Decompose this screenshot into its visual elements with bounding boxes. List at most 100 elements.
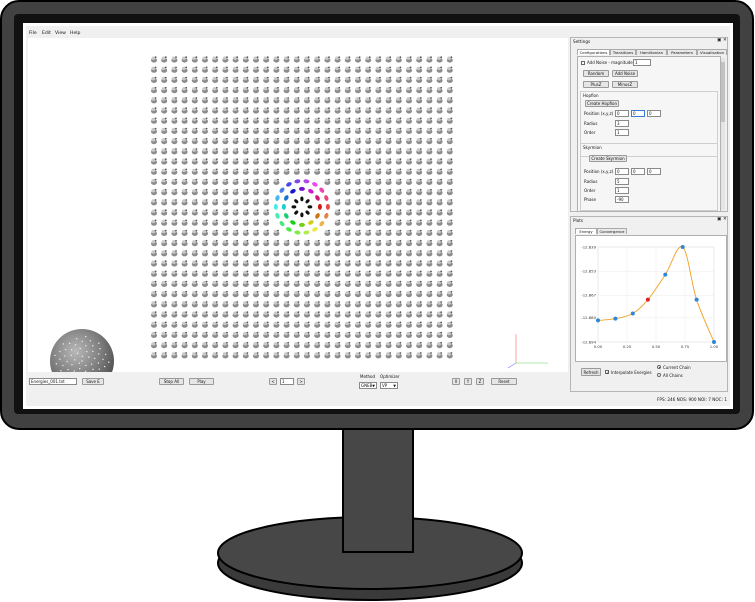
view-x-button[interactable]: X [452, 378, 460, 385]
spin-arrow [426, 66, 433, 73]
spin-arrow [395, 107, 402, 114]
spin-arrow [436, 168, 443, 175]
spin-arrow [314, 331, 321, 338]
create-skyrmion-button[interactable]: Create Skyrmion [589, 155, 627, 162]
interpolate-checkbox[interactable]: ✓ [605, 370, 610, 375]
menu-edit[interactable]: Edit [42, 31, 51, 36]
tab-convergence[interactable]: Convergence [597, 228, 627, 234]
spin-arrow [283, 137, 290, 145]
hopfion-order-input[interactable]: 1 [615, 129, 629, 136]
spin-arrow [232, 311, 239, 318]
random-button[interactable]: Random [583, 70, 609, 77]
skyrmion-phase-input[interactable]: -90 [615, 196, 629, 203]
skyrmion-pos-z-input[interactable]: 0 [647, 168, 661, 175]
noise-magnitude-input[interactable]: 1 [633, 59, 651, 66]
menu-help[interactable]: Help [70, 31, 81, 36]
spin-arrow [416, 311, 423, 318]
plusz-button[interactable]: PlusZ [583, 81, 609, 88]
spin-arrow [395, 331, 402, 338]
add-noise-checkbox[interactable] [581, 61, 585, 65]
sphere-dot [70, 349, 73, 351]
tab-transitions[interactable]: Transitions [610, 49, 636, 55]
spin-arrow [171, 137, 178, 145]
energy-point [596, 318, 600, 323]
spin-arrow [191, 158, 198, 165]
spin-arrow [334, 127, 341, 134]
next-image-button[interactable]: > [297, 378, 305, 385]
energy-point [663, 272, 668, 277]
spin-arrow [406, 66, 412, 73]
hopfion-pos-y-input[interactable]: 0 [631, 110, 645, 117]
view-z-button[interactable]: Z [476, 378, 484, 385]
reset-view-button[interactable]: Reset [491, 378, 517, 385]
spin-arrow [436, 341, 443, 349]
float-icon[interactable]: ▣ [717, 38, 722, 43]
spin-arrow [273, 107, 280, 114]
minusz-button[interactable]: MinusZ [612, 81, 638, 88]
tab-configurations[interactable]: Configurations [577, 49, 610, 55]
spin-arrow [293, 260, 300, 267]
view-y-button[interactable]: Y [464, 378, 472, 385]
refresh-button[interactable]: Refresh [581, 368, 601, 376]
tab-visualisation[interactable]: Visualisation [697, 49, 727, 55]
play-button[interactable]: Play [189, 378, 214, 385]
spin-arrow [446, 97, 453, 104]
spin-arrow [171, 301, 178, 308]
hopfion-pos-z-input[interactable]: 0 [647, 110, 661, 117]
energy-point [613, 316, 618, 321]
hopfion-radius-input[interactable]: 3 [615, 120, 629, 127]
spin-arrow [253, 168, 259, 175]
spin-arrow [355, 250, 361, 257]
float-icon[interactable]: ▣ [717, 217, 722, 222]
spin-arrow [426, 86, 433, 94]
skyrmion-pos-y-input[interactable]: 0 [631, 168, 645, 175]
current-chain-radio[interactable] [657, 365, 661, 369]
skyrmion-pos-x-input[interactable]: 0 [615, 168, 629, 175]
sphere-dot [81, 340, 83, 343]
spin-arrow [161, 117, 168, 124]
all-chains-radio[interactable] [657, 373, 661, 377]
create-hopfion-button[interactable]: Create Hopfion [585, 100, 619, 107]
spin-arrow [232, 219, 239, 226]
close-icon[interactable]: ✕ [723, 38, 727, 43]
spin-arrow [253, 97, 259, 104]
sphere-dot [84, 370, 87, 372]
spin-arrow [202, 199, 208, 206]
settings-scrollbar-thumb[interactable] [721, 62, 725, 122]
method-select[interactable]: GNEB ▼ [359, 382, 377, 389]
spin-arrow [212, 56, 219, 63]
add-noise-button[interactable]: Add Noise [612, 70, 638, 77]
save-energies-button[interactable]: Save E [82, 378, 104, 385]
spin-arrow [293, 280, 300, 287]
settings-scrollbar[interactable] [721, 58, 725, 210]
spin-arrow [426, 331, 433, 338]
spin-arrow [293, 76, 300, 83]
optimizer-select[interactable]: VP ▼ [380, 382, 398, 389]
chevron-down-icon: ▼ [393, 384, 396, 388]
sphere-dot [66, 360, 68, 363]
tab-energy[interactable]: Energy [575, 228, 597, 234]
spin-arrow [344, 178, 351, 186]
skyrmion-spin [273, 203, 278, 210]
spin-arrow [293, 352, 300, 359]
spin-arrow [365, 168, 372, 175]
spin-arrow [161, 97, 168, 104]
prev-image-button[interactable]: < [269, 378, 277, 385]
spin-arrow [395, 76, 402, 83]
tab-parameters[interactable]: Parameters [667, 49, 697, 55]
image-index-input[interactable]: 1 [280, 378, 294, 385]
skyrmion-radius-input[interactable]: 5 [615, 178, 629, 185]
spin-arrow [416, 209, 423, 216]
skyrmion-order-input[interactable]: 1 [615, 187, 629, 194]
tab-hamiltonian[interactable]: Hamiltonian [636, 49, 667, 55]
spin-arrow [263, 290, 270, 298]
energies-file-input[interactable]: Energies_001.txt [29, 378, 77, 385]
spin-render-view[interactable] [28, 38, 568, 393]
close-icon[interactable]: ✕ [723, 217, 727, 222]
menu-view[interactable]: View [55, 31, 66, 36]
stop-all-button[interactable]: Stop All [159, 378, 184, 385]
x-tick-label: 0.75 [681, 344, 690, 349]
menu-file[interactable]: File [29, 31, 37, 36]
hopfion-pos-x-input[interactable]: 0 [615, 110, 629, 117]
spin-arrow [304, 127, 310, 134]
